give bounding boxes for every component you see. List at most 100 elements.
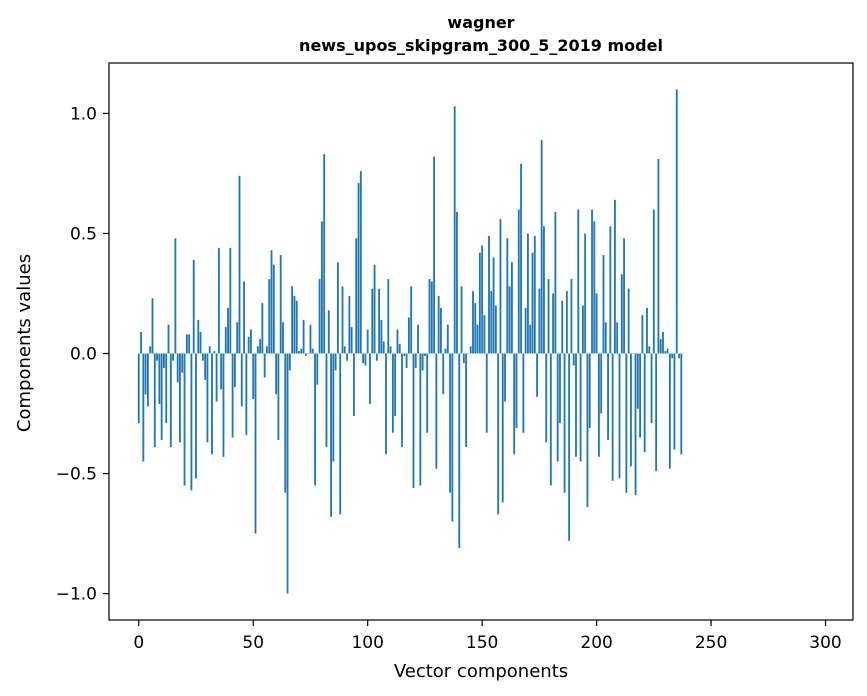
bar-0 xyxy=(137,353,140,424)
bar-114 xyxy=(398,343,401,354)
bar-42 xyxy=(233,353,236,388)
bar-32 xyxy=(211,353,213,455)
x-tick-label: 150 xyxy=(466,633,498,653)
bar-75 xyxy=(309,324,312,354)
bar-108 xyxy=(385,353,387,455)
bar-155 xyxy=(492,257,495,354)
bar-237 xyxy=(680,353,683,455)
bar-222 xyxy=(646,307,648,354)
bar-189 xyxy=(570,279,573,354)
bar-103 xyxy=(373,264,376,354)
bar-31 xyxy=(208,346,211,354)
bar-171 xyxy=(529,324,532,354)
bar-35 xyxy=(217,247,220,354)
bar-234 xyxy=(673,353,676,450)
bar-233 xyxy=(671,353,674,359)
bar-149 xyxy=(478,252,481,354)
bar-66 xyxy=(288,353,291,371)
bar-210 xyxy=(618,353,621,479)
x-tick-label: 0 xyxy=(133,633,144,653)
bar-183 xyxy=(556,353,559,462)
bar-90 xyxy=(343,346,346,354)
bar-111 xyxy=(391,353,394,433)
bar-208 xyxy=(614,199,616,354)
bar-18 xyxy=(179,353,181,443)
bar-116 xyxy=(403,353,406,356)
bar-205 xyxy=(607,353,609,440)
bar-99 xyxy=(364,353,367,366)
plot-frame xyxy=(108,62,854,621)
bar-142 xyxy=(462,353,465,364)
bar-193 xyxy=(579,353,582,462)
bar-series xyxy=(137,89,683,594)
bar-119 xyxy=(410,286,413,354)
bar-121 xyxy=(414,353,417,368)
bar-162 xyxy=(508,286,511,354)
bar-63 xyxy=(282,322,284,354)
bar-86 xyxy=(334,353,337,371)
bar-87 xyxy=(337,262,339,354)
bar-185 xyxy=(561,300,564,354)
bar-26 xyxy=(197,319,200,354)
bar-197 xyxy=(588,353,591,428)
bar-118 xyxy=(407,317,410,354)
bar-23 xyxy=(190,353,193,491)
bar-44 xyxy=(238,175,241,354)
bar-109 xyxy=(387,279,390,354)
bar-182 xyxy=(554,211,557,354)
bar-194 xyxy=(581,305,584,354)
bar-152 xyxy=(485,353,488,433)
bar-15 xyxy=(172,353,175,361)
bar-214 xyxy=(627,288,630,354)
bar-219 xyxy=(639,353,642,438)
bar-211 xyxy=(620,274,623,354)
bar-11 xyxy=(163,353,165,368)
chart-subtitle: news_upos_skipgram_300_5_2019 model xyxy=(299,36,663,55)
bar-79 xyxy=(318,279,321,354)
bar-91 xyxy=(346,353,348,361)
bar-125 xyxy=(424,353,426,356)
bar-236 xyxy=(678,353,680,359)
bar-147 xyxy=(474,303,477,354)
bar-175 xyxy=(538,288,541,354)
x-tick-label: 250 xyxy=(695,633,727,653)
bar-231 xyxy=(666,348,669,354)
bar-129 xyxy=(433,156,435,354)
bar-51 xyxy=(254,353,257,534)
bar-54 xyxy=(261,303,264,354)
chart-title: wagner xyxy=(447,13,514,32)
bar-229 xyxy=(662,331,664,354)
bar-71 xyxy=(300,348,303,354)
bar-169 xyxy=(524,307,527,354)
bar-88 xyxy=(339,353,342,515)
bar-223 xyxy=(648,346,651,354)
bar-5 xyxy=(149,346,152,354)
x-tick-label: 300 xyxy=(809,633,841,653)
bar-190 xyxy=(572,353,575,366)
bar-181 xyxy=(552,293,555,354)
bar-29 xyxy=(204,353,207,380)
bar-165 xyxy=(515,353,518,428)
bar-76 xyxy=(311,348,314,354)
bar-61 xyxy=(277,353,280,440)
bar-100 xyxy=(366,329,369,354)
bar-192 xyxy=(577,209,580,354)
bar-13 xyxy=(167,324,170,354)
bar-107 xyxy=(382,341,385,354)
bar-65 xyxy=(286,353,289,594)
bar-172 xyxy=(531,252,534,354)
bar-104 xyxy=(375,353,378,361)
bar-168 xyxy=(522,353,525,433)
bar-81 xyxy=(323,154,326,354)
bar-56 xyxy=(266,346,268,354)
bar-134 xyxy=(444,348,447,354)
bar-59 xyxy=(272,264,275,354)
bar-77 xyxy=(314,353,316,486)
bar-160 xyxy=(504,353,506,402)
bar-178 xyxy=(545,353,548,443)
bar-58 xyxy=(270,250,273,354)
bar-174 xyxy=(536,353,538,397)
bar-85 xyxy=(332,353,335,462)
bar-72 xyxy=(302,319,305,354)
bar-163 xyxy=(510,262,513,354)
